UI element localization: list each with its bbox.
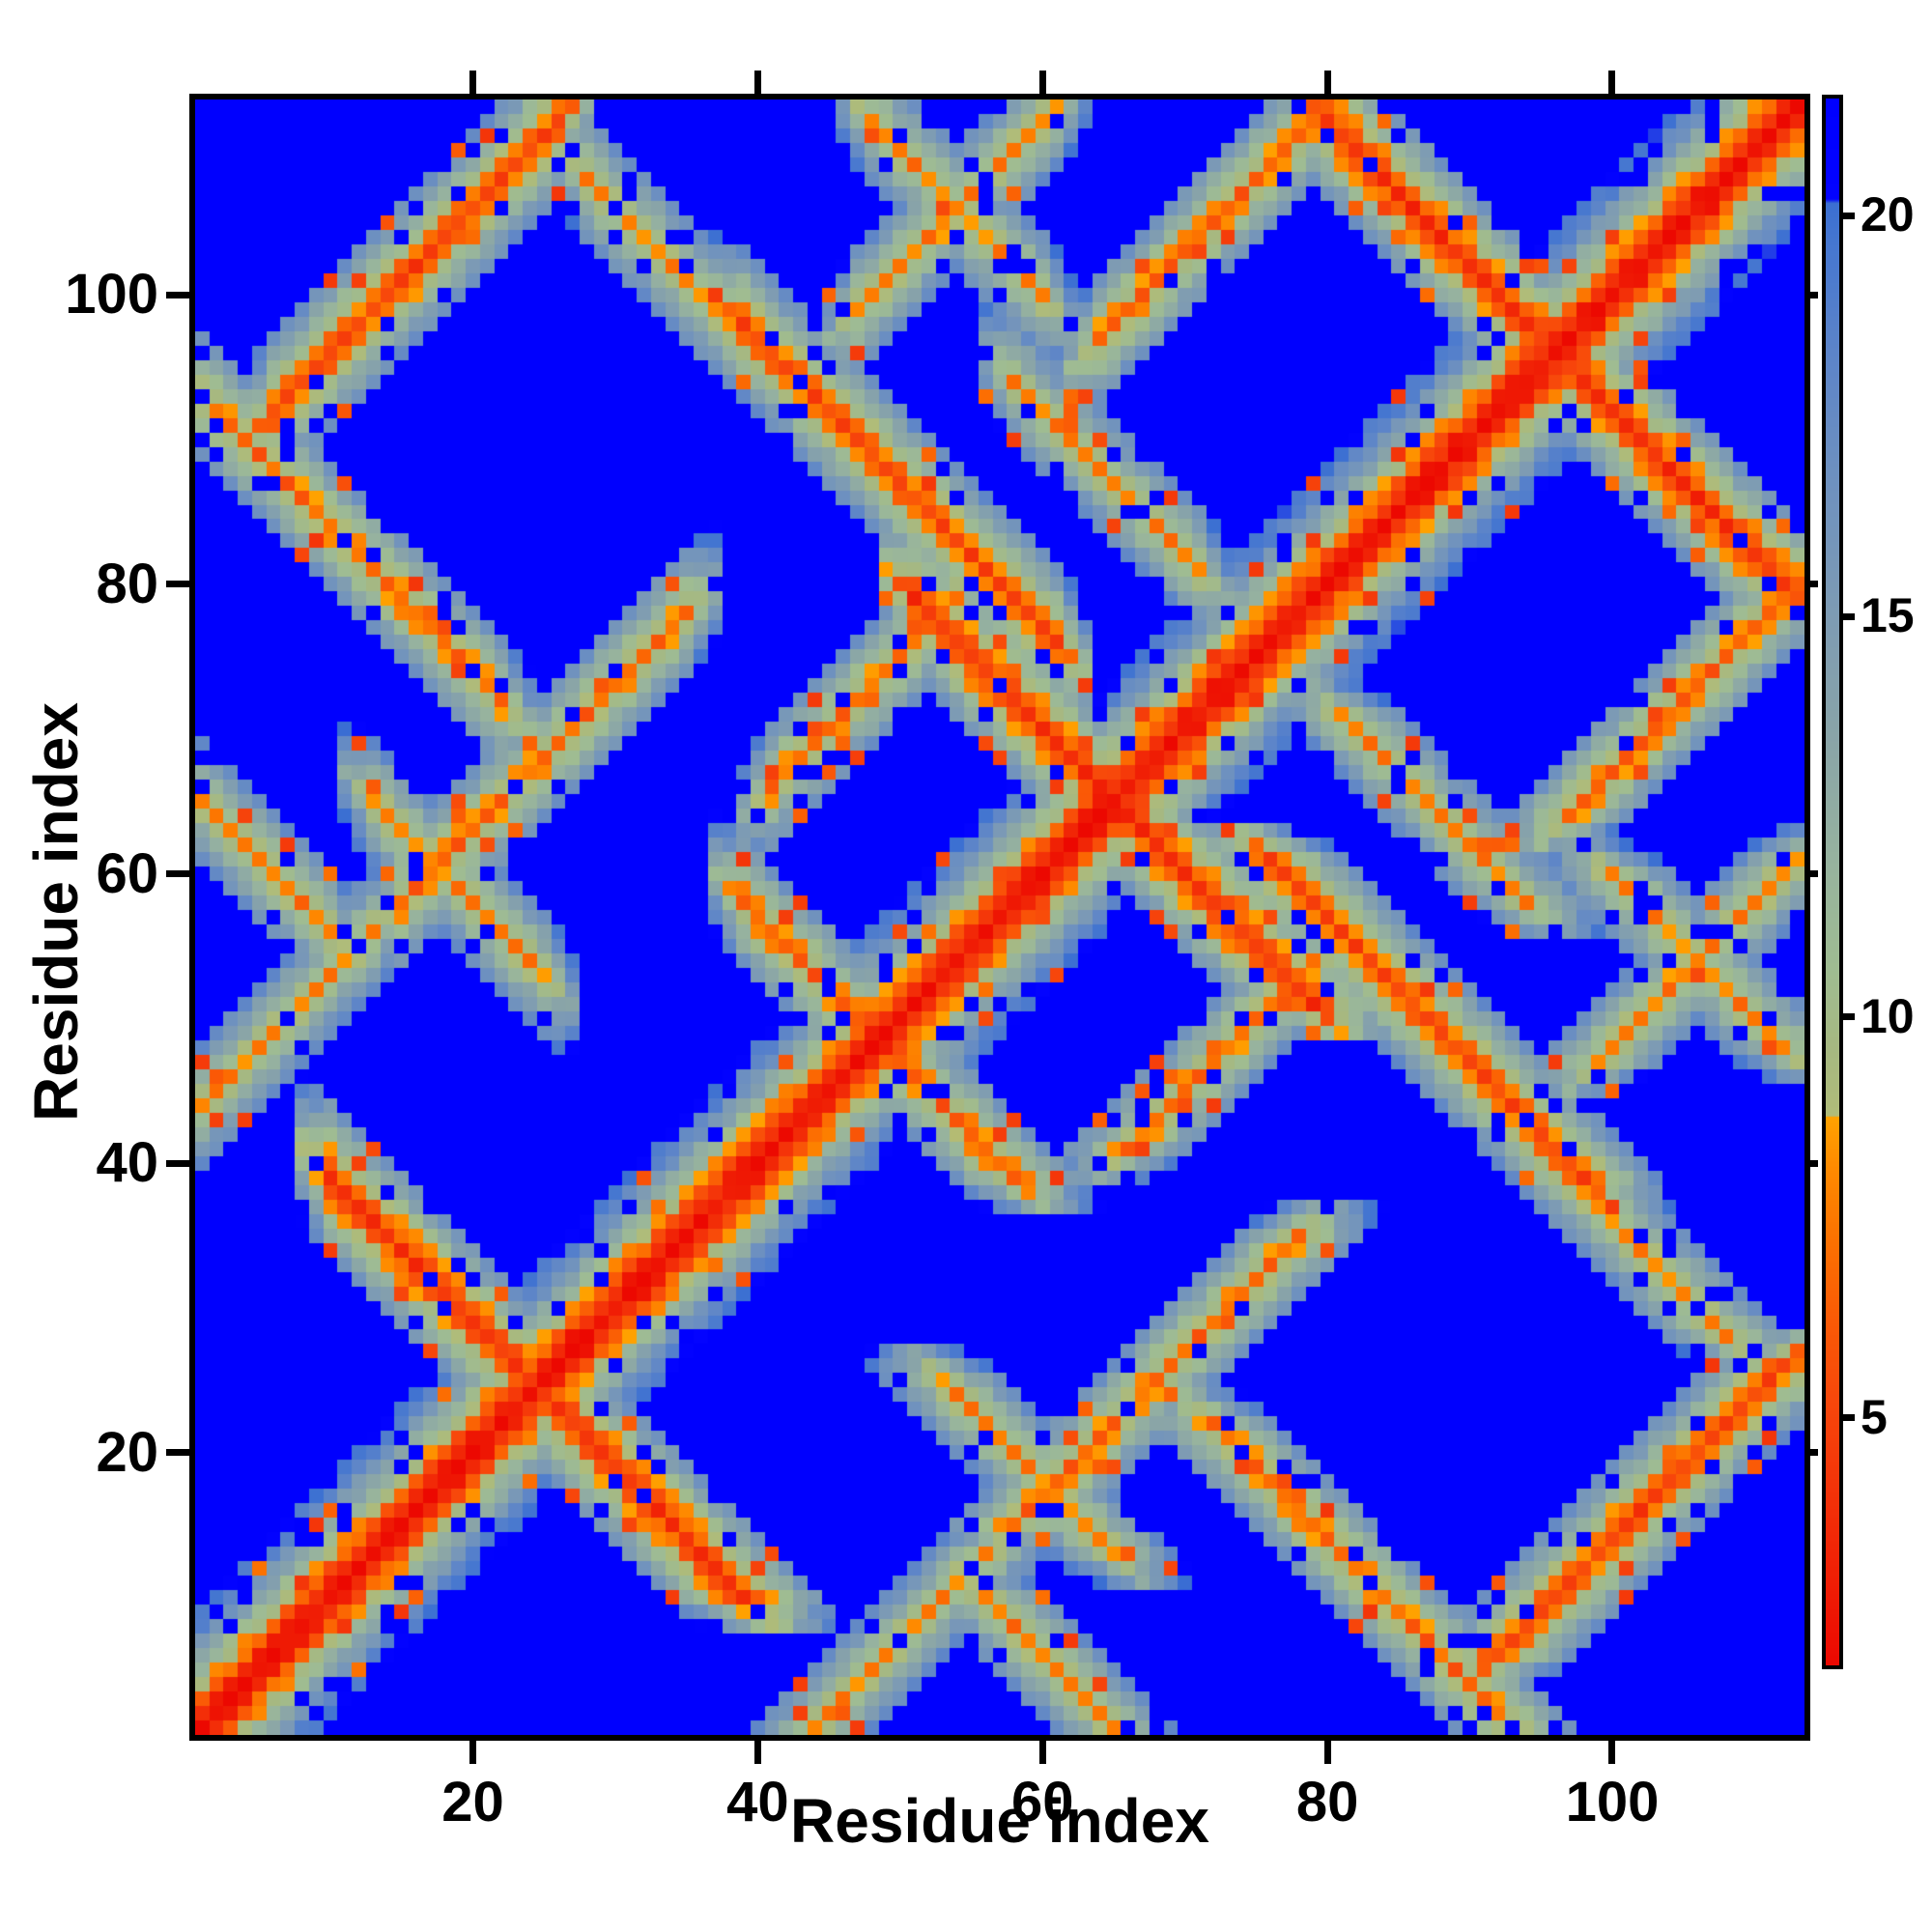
heatmap-frame (189, 94, 1810, 1741)
x-tick-mark-bottom-20 (469, 1741, 476, 1764)
y-tick-mark-left-100 (166, 291, 189, 298)
colorbar-tick-label-5: 5 (1861, 1389, 1888, 1444)
colorbar-tick-label-10: 10 (1861, 988, 1915, 1043)
x-tick-label-60: 60 (1010, 1771, 1074, 1833)
x-tick-label-80: 80 (1295, 1771, 1359, 1833)
y-tick-mark-right-60 (1806, 870, 1818, 878)
y-tick-mark-left-20 (166, 1449, 189, 1457)
y-tick-mark-right-20 (1806, 1449, 1818, 1457)
y-tick-label-20: 20 (96, 1420, 158, 1484)
y-tick-label-40: 40 (96, 1131, 158, 1195)
x-tick-mark-top-60 (1038, 71, 1046, 94)
colorbar-tick-label-15: 15 (1861, 588, 1915, 643)
y-axis-title: Residue index (21, 702, 91, 1122)
y-tick-mark-left-40 (166, 1159, 189, 1167)
y-tick-mark-right-40 (1806, 1159, 1818, 1167)
x-tick-mark-top-20 (469, 71, 476, 94)
y-tick-label-100: 100 (65, 263, 158, 327)
x-tick-label-20: 20 (441, 1771, 504, 1833)
x-tick-mark-bottom-100 (1608, 1741, 1616, 1764)
colorbar-tick-label-20: 20 (1861, 187, 1915, 242)
y-tick-mark-right-100 (1806, 291, 1818, 298)
colorbar-tick-mark-5 (1843, 1414, 1855, 1422)
x-tick-mark-bottom-80 (1323, 1741, 1331, 1764)
x-tick-label-100: 100 (1565, 1771, 1660, 1833)
colorbar-frame (1822, 95, 1843, 1669)
x-tick-label-40: 40 (726, 1771, 789, 1833)
x-tick-mark-top-100 (1608, 71, 1616, 94)
x-tick-mark-top-40 (753, 71, 761, 94)
y-tick-label-80: 80 (96, 552, 158, 615)
colorbar-tick-mark-15 (1843, 612, 1855, 620)
x-tick-mark-bottom-40 (753, 1741, 761, 1764)
x-tick-mark-bottom-60 (1038, 1741, 1046, 1764)
x-axis-title: Residue index (790, 1786, 1209, 1856)
x-tick-mark-top-80 (1323, 71, 1331, 94)
y-tick-label-60: 60 (96, 841, 158, 905)
colorbar-tick-mark-20 (1843, 212, 1855, 219)
colorbar-tick-mark-10 (1843, 1013, 1855, 1021)
y-tick-mark-left-80 (166, 581, 189, 588)
y-tick-mark-right-80 (1806, 581, 1818, 588)
colorbar-canvas (1826, 99, 1839, 1665)
y-tick-mark-left-60 (166, 870, 189, 878)
heatmap-canvas (195, 99, 1804, 1735)
